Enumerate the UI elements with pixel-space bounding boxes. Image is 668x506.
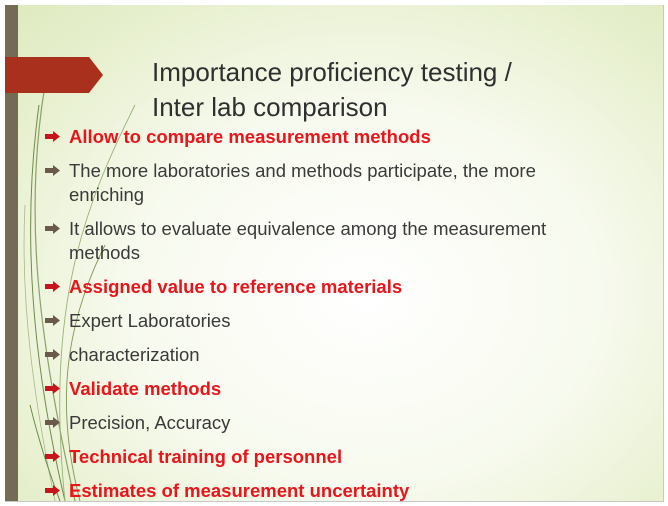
title-arrow-shape [5,57,103,93]
bullet-item: Expert Laboratories [45,309,605,333]
bullet-text: Validate methods [69,378,222,399]
bullet-arrow-icon [45,383,60,394]
bullet-item: characterization [45,343,605,367]
bullet-item: It allows to evaluate equivalence among … [45,217,605,265]
title-line-2: Inter lab comparison [152,92,388,122]
bullet-arrow-icon [45,485,60,496]
vine-decoration [23,84,136,501]
bullet-arrow-icon [45,131,60,142]
bullet-arrow-icon [45,349,60,360]
bullet-text: The more laboratories and methods partic… [69,160,536,205]
bullet-item: Technical training of personnel [45,445,605,469]
bullet-list: Allow to compare measurement methods The … [45,125,605,501]
bullet-item: Allow to compare measurement methods [45,125,605,149]
bullet-item: Estimates of measurement uncertainty [45,479,605,501]
bullet-arrow-icon [45,417,60,428]
slide-title: Importance proficiency testing / Inter l… [152,55,632,125]
bullet-text: characterization [69,344,200,365]
bullet-text: Expert Laboratories [69,310,231,331]
bullet-text: Estimates of measurement uncertainty [69,480,410,501]
bullet-text: Assigned value to reference materials [69,276,403,297]
slide: Importance proficiency testing / Inter l… [5,5,664,502]
bullet-item: Assigned value to reference materials [45,275,605,299]
title-line-1: Importance proficiency testing / [152,57,512,87]
bullet-item: Validate methods [45,377,605,401]
bullet-text: Precision, Accuracy [69,412,231,433]
bullet-arrow-icon [45,165,60,176]
bullet-arrow-icon [45,451,60,462]
bullet-arrow-icon [45,223,60,234]
bullet-item: The more laboratories and methods partic… [45,159,605,207]
bullet-text: It allows to evaluate equivalence among … [69,218,547,263]
left-decorative-bar [5,5,18,501]
bullet-arrow-icon [45,281,60,292]
bullet-text: Allow to compare measurement methods [69,126,431,147]
bullet-arrow-icon [45,315,60,326]
bullet-text: Technical training of personnel [69,446,343,467]
bullet-item: Precision, Accuracy [45,411,605,435]
